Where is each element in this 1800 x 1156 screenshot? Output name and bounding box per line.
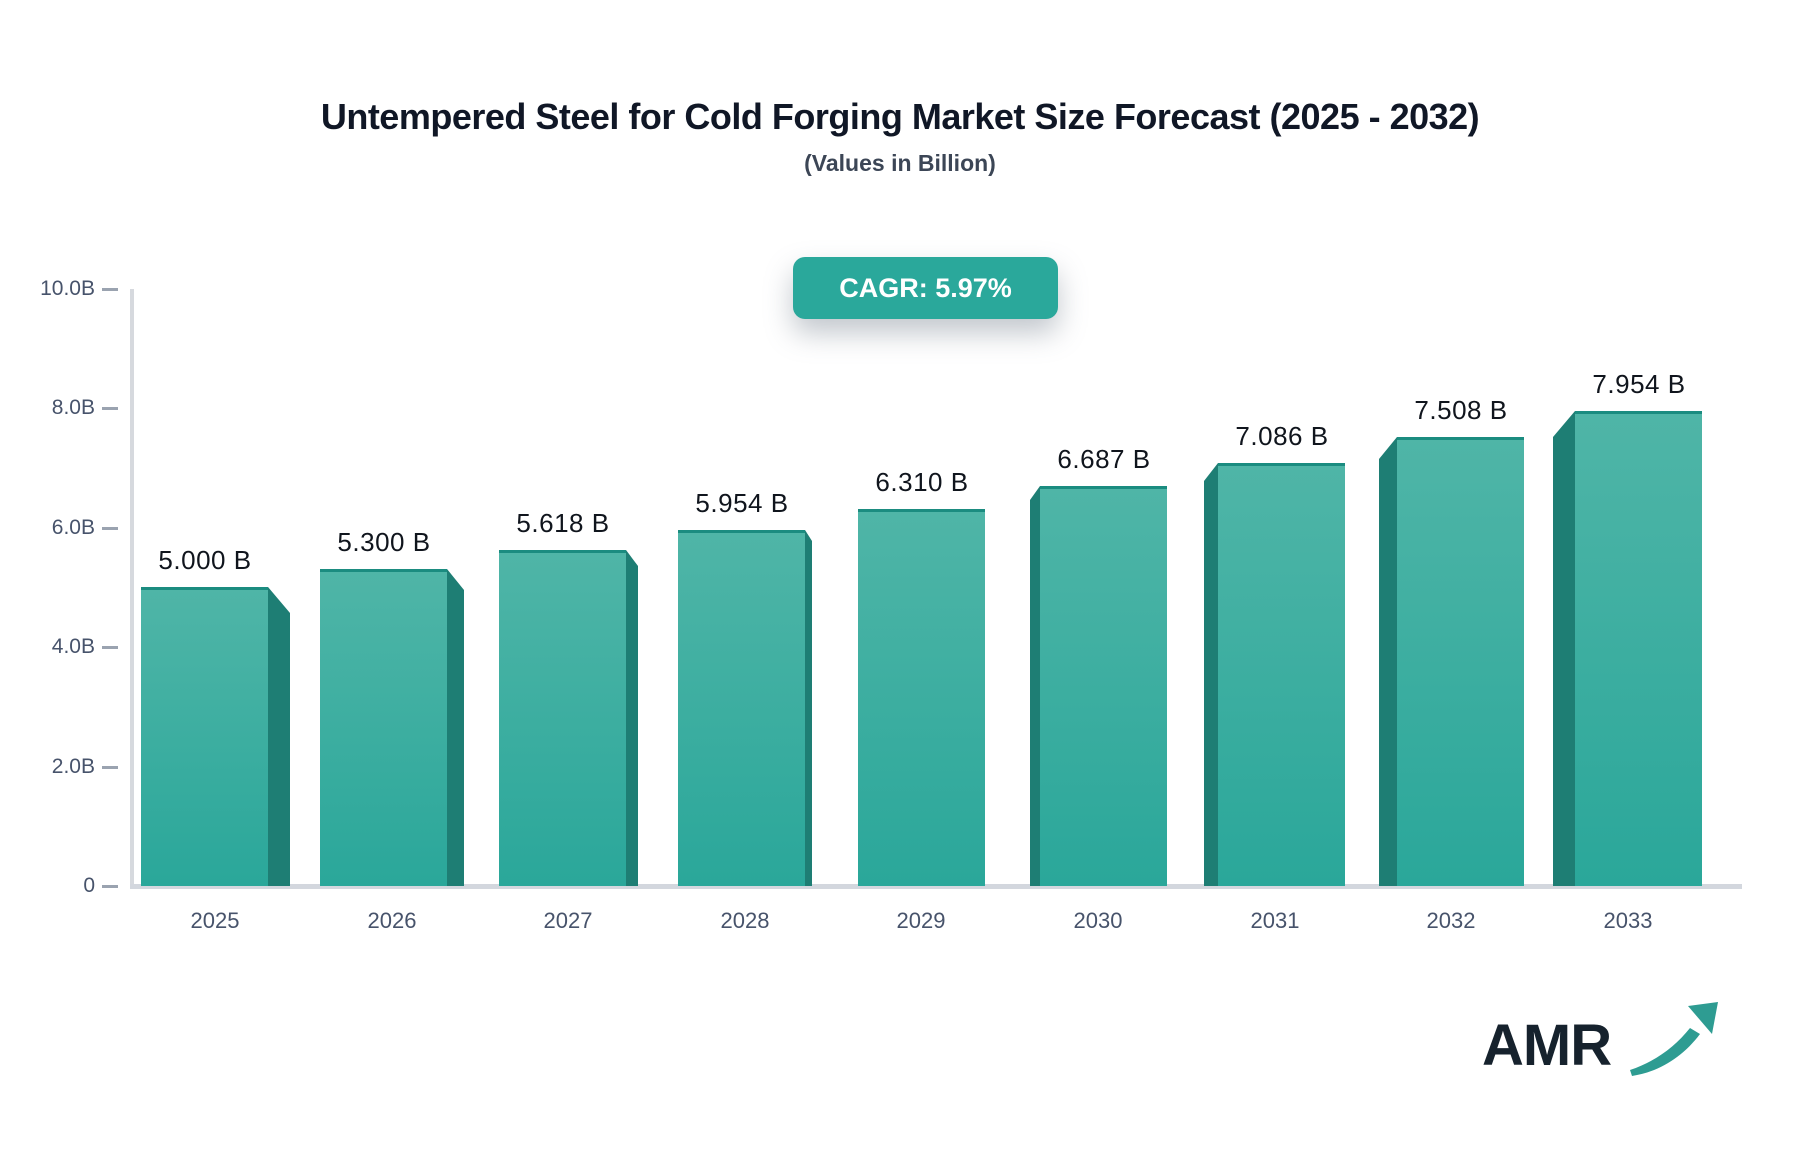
x-axis-label: 2027: [543, 908, 593, 933]
growth-arrow-icon: [1630, 1002, 1718, 1076]
x-axis-label: 2029: [896, 908, 946, 933]
x-axis-label: 2031: [1250, 908, 1300, 933]
bar-front-face: [499, 550, 626, 886]
bar-value-label: 6.310 B: [875, 467, 969, 497]
y-axis-tick: [102, 646, 118, 649]
y-axis-line: [130, 289, 134, 886]
bar-front-face: [678, 530, 805, 886]
y-axis-tick: [102, 885, 118, 888]
x-axis-line: [130, 884, 1742, 889]
y-axis-label: 8.0B: [51, 396, 95, 419]
x-axis-label: 2028: [720, 908, 770, 933]
bar-side-face: [805, 530, 812, 886]
brand-logo-text: AMR: [1482, 1013, 1612, 1078]
bar-front-face: [858, 509, 985, 886]
x-axis-label: 2025: [190, 908, 240, 933]
bar-value-label: 7.508 B: [1414, 395, 1508, 425]
bar-front-face: [320, 569, 447, 886]
bar-value-label: 5.300 B: [337, 527, 431, 557]
bar-side-face: [1553, 411, 1575, 886]
bar-front-face: [1397, 437, 1524, 886]
bar-side-face: [1030, 486, 1040, 886]
bar-value-label: 7.954 B: [1592, 369, 1686, 399]
y-axis-label: 2.0B: [51, 754, 95, 778]
y-axis-tick: [102, 407, 118, 410]
x-axis-label: 2033: [1603, 908, 1653, 933]
chart-subtitle: (Values in Billion): [804, 150, 996, 176]
cagr-badge: CAGR: 5.97%: [793, 257, 1058, 319]
bar-side-face: [447, 569, 464, 886]
cagr-badge-label: CAGR: 5.97%: [839, 272, 1012, 303]
bar-side-face: [1379, 437, 1397, 886]
y-axis-tick: [102, 287, 118, 291]
bar-front-face: [141, 587, 268, 886]
bar-front-face: [1040, 486, 1167, 886]
y-axis-label: 4.0B: [51, 635, 95, 658]
bar-front-face: [1575, 411, 1702, 886]
y-axis-label: 0: [83, 874, 95, 897]
bar-front-face: [1218, 463, 1345, 886]
bar-value-label: 7.086 B: [1235, 421, 1329, 451]
y-axis-label: 10.0B: [40, 276, 95, 300]
bar-value-label: 5.618 B: [516, 508, 610, 538]
bar-value-label: 5.954 B: [695, 488, 789, 518]
y-axis-label: 6.0B: [51, 515, 95, 539]
brand-logo: AMR: [1482, 994, 1722, 1104]
x-axis-label: 2030: [1073, 908, 1123, 933]
bar-side-face: [268, 587, 290, 886]
bar-side-face: [1204, 463, 1218, 886]
chart-title: Untempered Steel for Cold Forging Market…: [320, 96, 1480, 137]
x-axis-label: 2026: [367, 908, 417, 933]
bar-value-label: 5.000 B: [158, 545, 252, 575]
bar-value-label: 6.687 B: [1057, 444, 1151, 474]
y-axis-tick: [102, 526, 118, 530]
bar-side-face: [626, 550, 638, 886]
y-axis-tick: [102, 765, 118, 769]
x-axis-label: 2032: [1426, 908, 1476, 933]
